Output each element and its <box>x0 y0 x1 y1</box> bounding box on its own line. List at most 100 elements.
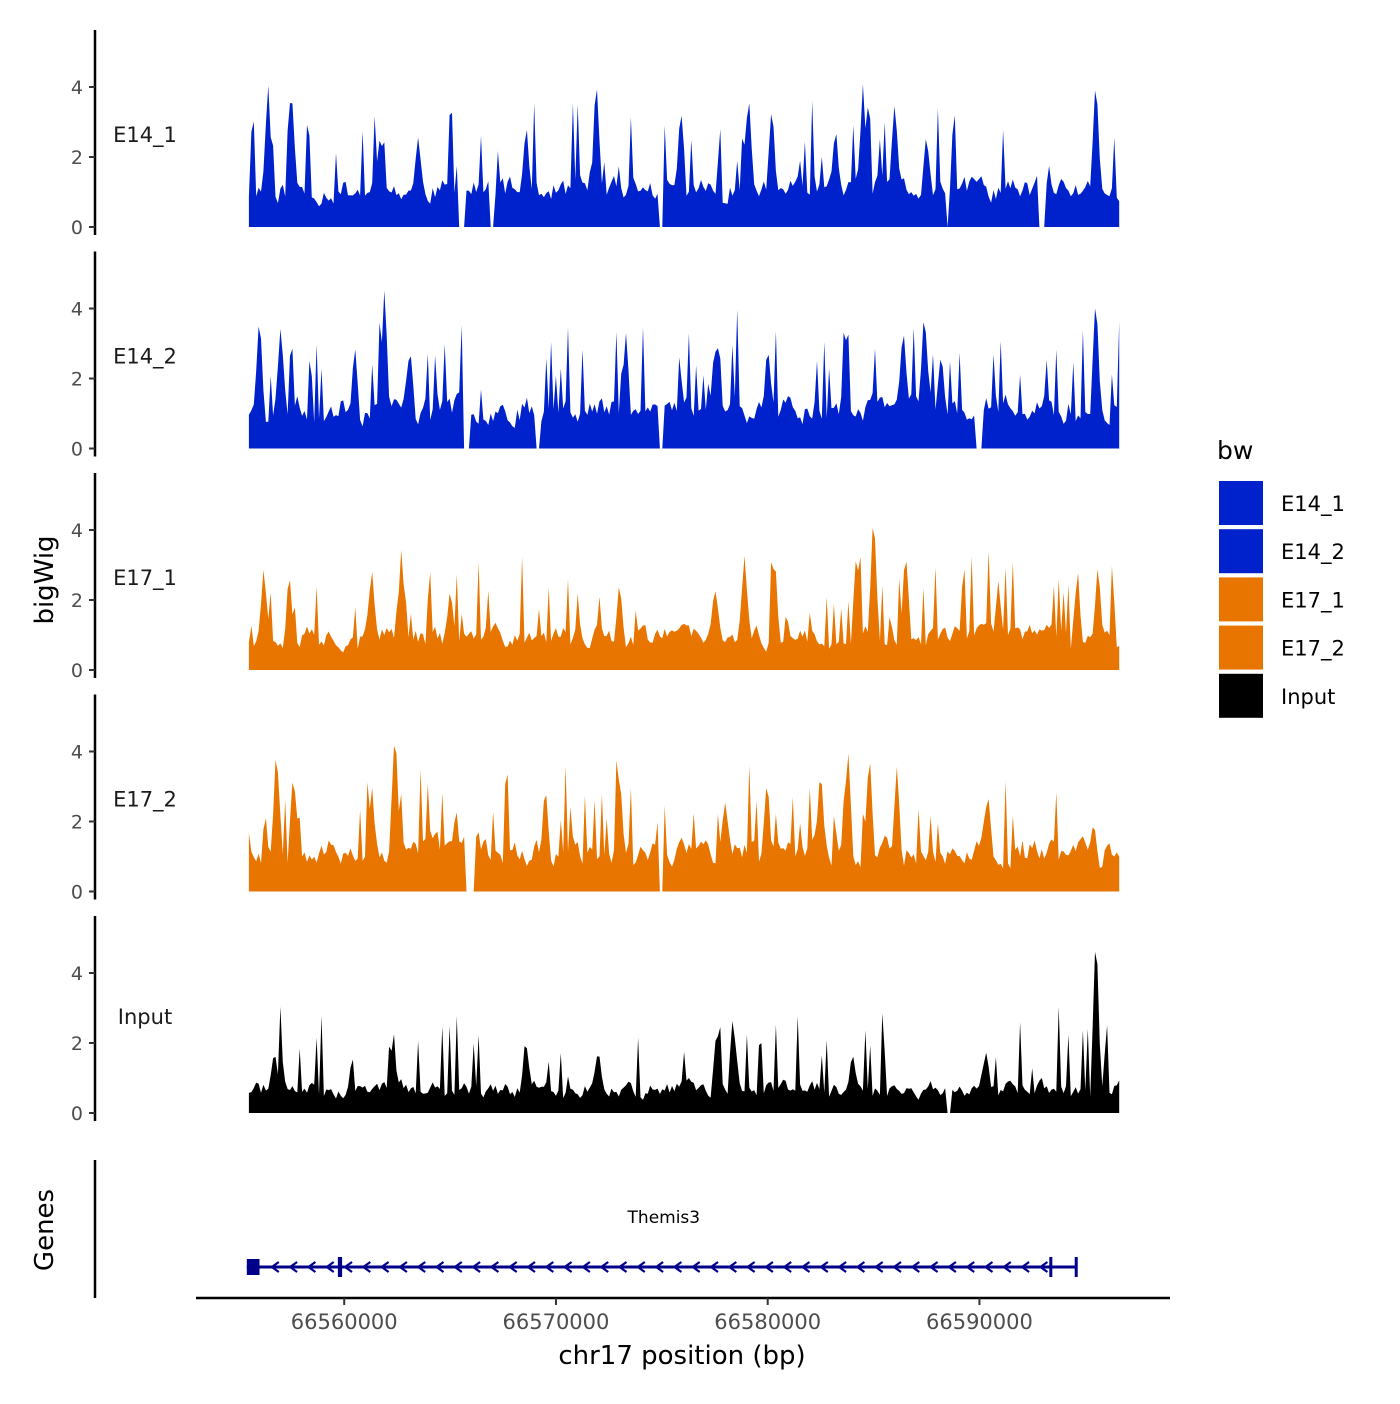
y-tick-label: 4 <box>71 299 83 321</box>
strand-arrow-icon <box>672 1261 683 1273</box>
y-tick-label: 2 <box>71 812 83 834</box>
strand-arrow-icon <box>452 1261 463 1273</box>
legend-label: E17_2 <box>1281 637 1345 662</box>
y-tick-label: 2 <box>71 1033 83 1055</box>
strand-arrow-icon <box>818 1261 829 1273</box>
strand-arrow-icon <box>910 1261 920 1273</box>
gene-exon <box>1049 1257 1053 1277</box>
legend-label: E17_1 <box>1281 588 1345 613</box>
y-tick-label: 4 <box>71 963 83 985</box>
strand-arrow-icon <box>507 1261 518 1273</box>
y-tick-label: 0 <box>71 882 83 904</box>
strand-arrow-icon <box>1020 1261 1030 1273</box>
gene-exon <box>337 1257 343 1277</box>
gene-exon <box>246 1259 260 1275</box>
strand-arrow-icon <box>562 1261 573 1273</box>
legend-label: E14_1 <box>1281 492 1345 517</box>
strand-arrow-icon <box>764 1261 774 1273</box>
y-tick-label: 2 <box>71 369 83 391</box>
x-tick-label: 66570000 <box>503 1310 610 1334</box>
y-tick-label: 0 <box>71 1103 83 1125</box>
strand-arrow-icon <box>581 1261 591 1273</box>
strand-arrow-icon <box>983 1261 994 1273</box>
strand-arrow-icon <box>947 1261 957 1273</box>
track-e14-1: 0 2 4 E14_1 <box>71 30 1120 239</box>
strand-arrow-icon <box>617 1261 628 1273</box>
strand-arrow-icon <box>1001 1261 1012 1273</box>
strand-arrow-icon <box>434 1261 445 1273</box>
x-tick-label: 66560000 <box>291 1310 398 1334</box>
gene-name-label: Themis3 <box>627 1208 701 1228</box>
legend-label: E14_2 <box>1281 540 1345 565</box>
strand-arrow-icon <box>416 1261 426 1273</box>
x-tick-label: 66580000 <box>714 1310 821 1334</box>
track-label: E14_2 <box>113 345 177 370</box>
genes-layer: Themis3 <box>93 1160 1078 1298</box>
x-tick-label: 66590000 <box>926 1310 1033 1334</box>
strand-arrow-icon <box>361 1261 371 1273</box>
track-label: E17_2 <box>113 788 177 813</box>
signal-area-e14-1 <box>248 84 1120 227</box>
strand-arrow-icon <box>800 1261 811 1273</box>
x-axis: 66560000 66570000 66580000 66590000 <box>196 1296 1170 1334</box>
y-tick-label: 4 <box>71 742 83 764</box>
strand-arrow-icon <box>1038 1261 1049 1273</box>
track-input: 0 2 4 Input <box>71 916 1120 1125</box>
gene-exon <box>1074 1257 1078 1277</box>
track-e14-2: 0 2 4 E14_2 <box>71 251 1120 461</box>
tracks-layer: 0 2 4 E14_1 0 2 4 E14_2 0 2 4 E17_1 0 2 4 E17_2 0 2 4 Input <box>71 30 1120 1125</box>
track-e17-1: 0 2 4 E17_1 <box>71 473 1120 682</box>
legend-swatch <box>1219 481 1263 525</box>
signal-area-e14-2 <box>248 290 1120 449</box>
signal-area-e17-1 <box>248 528 1120 670</box>
strand-arrow-icon <box>269 1261 280 1273</box>
legend-label: Input <box>1281 685 1335 709</box>
track-label: E17_1 <box>113 566 177 591</box>
strand-arrow-icon <box>965 1261 975 1273</box>
signal-area-input <box>248 951 1120 1113</box>
strand-arrow-icon <box>599 1261 609 1273</box>
legend-swatch <box>1219 529 1263 574</box>
strand-arrow-icon <box>635 1261 646 1273</box>
y-tick-label: 4 <box>71 520 83 542</box>
legend-title: bw <box>1217 436 1253 465</box>
y-tick-label: 0 <box>71 660 83 682</box>
y-tick-label: 0 <box>71 217 83 239</box>
signal-area-e17-2 <box>248 745 1120 892</box>
strand-arrow-icon <box>727 1261 737 1273</box>
strand-arrow-icon <box>837 1261 847 1273</box>
track-label: E14_1 <box>113 123 177 148</box>
legend-swatch <box>1219 625 1263 670</box>
strand-arrow-icon <box>306 1261 317 1273</box>
strand-arrow-icon <box>928 1261 939 1273</box>
legend: bw E14_1 E14_2 E17_1 E17_2 Input <box>1217 436 1345 718</box>
strand-arrow-icon <box>654 1261 664 1273</box>
strand-arrow-icon <box>526 1261 536 1273</box>
y-tick-label: 2 <box>71 590 83 612</box>
x-axis-title: chr17 position (bp) <box>558 1341 805 1371</box>
strand-arrow-icon <box>398 1261 408 1273</box>
strand-arrow-icon <box>690 1261 701 1273</box>
genes-axis-title: Genes <box>30 1189 60 1271</box>
strand-arrow-icon <box>471 1261 481 1273</box>
strand-arrow-icon <box>489 1261 500 1273</box>
strand-arrow-icon <box>544 1261 554 1273</box>
strand-arrow-icon <box>288 1261 298 1273</box>
y-tick-label: 2 <box>71 147 83 169</box>
track-label: Input <box>118 1005 172 1029</box>
strand-arrow-icon <box>709 1261 719 1273</box>
strand-arrow-icon <box>873 1261 884 1273</box>
y-tick-label: 0 <box>71 439 83 461</box>
strand-arrow-icon <box>892 1261 902 1273</box>
strand-arrow-icon <box>379 1261 390 1273</box>
y-axis-title: bigWig <box>30 535 60 624</box>
strand-arrow-icon <box>782 1261 792 1273</box>
strand-arrow-icon <box>343 1261 353 1273</box>
y-tick-label: 4 <box>71 77 83 99</box>
strand-arrow-icon <box>324 1261 335 1273</box>
strand-arrow-icon <box>745 1261 756 1273</box>
track-e17-2: 0 2 4 E17_2 <box>71 694 1120 904</box>
legend-swatch <box>1219 577 1263 622</box>
